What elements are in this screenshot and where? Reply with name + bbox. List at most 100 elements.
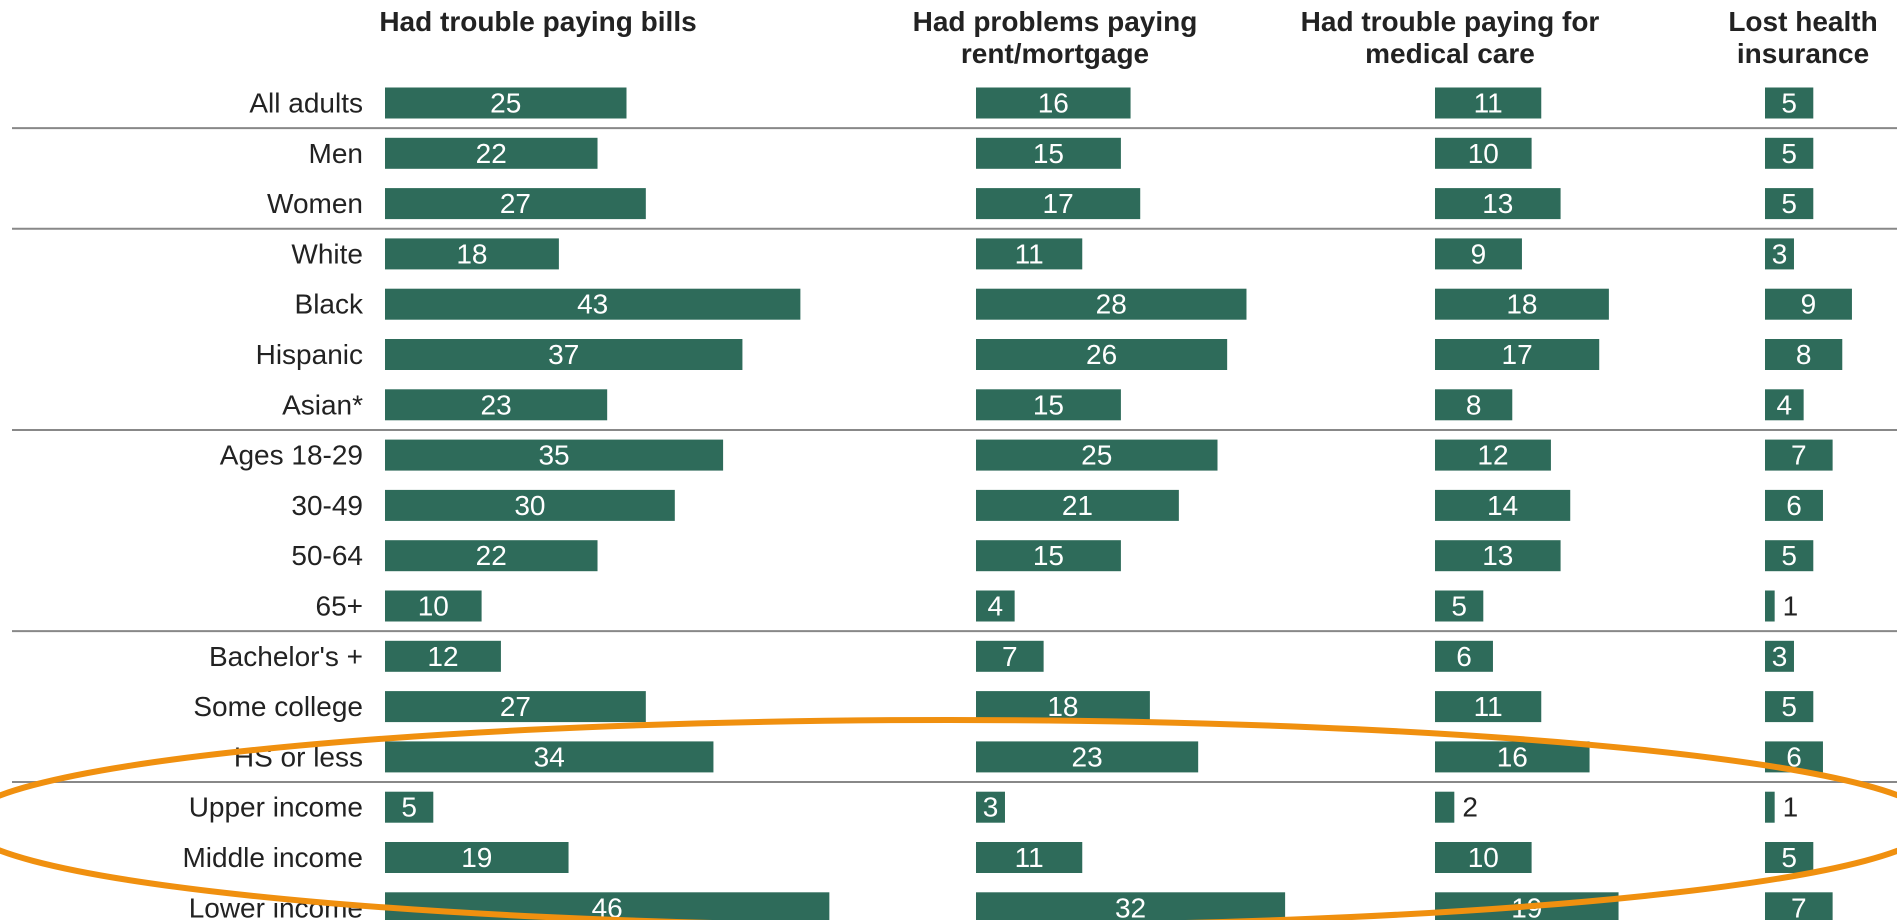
value-label: 23: [481, 389, 512, 420]
value-label: 18: [1506, 289, 1537, 320]
bar: [1435, 791, 1455, 823]
bar: [1765, 188, 1814, 220]
bar: [1765, 791, 1775, 823]
value-label: 7: [1002, 641, 1018, 672]
bar: [385, 137, 598, 169]
bar: [976, 590, 1015, 622]
bar: [1435, 87, 1542, 119]
bar: [1435, 238, 1522, 270]
bar: [1765, 540, 1814, 572]
value-label: 8: [1796, 339, 1812, 370]
bar: [385, 87, 627, 119]
value-label: 17: [1043, 188, 1074, 219]
value-label: 30: [514, 490, 545, 521]
value-label: 3: [1772, 238, 1788, 269]
column-header: Had problems paying rent/mortgage: [912, 6, 1198, 69]
bar: [976, 87, 1131, 119]
value-label: 16: [1038, 88, 1069, 119]
value-label: 12: [1477, 440, 1508, 471]
value-label: 18: [1047, 691, 1078, 722]
bar: [385, 590, 482, 622]
bar: [976, 741, 1199, 773]
bar: [1435, 489, 1571, 521]
bar: [1435, 590, 1484, 622]
bar: [1435, 389, 1513, 421]
highlight-ellipse: [0, 717, 1897, 920]
value-label: 5: [401, 792, 417, 823]
bar: [1765, 842, 1814, 873]
bar: [385, 691, 646, 723]
category-label: Middle income: [182, 842, 363, 873]
value-label: 3: [983, 792, 999, 823]
bar: [976, 238, 1083, 270]
value-label: 15: [1033, 540, 1064, 571]
bar: [1435, 288, 1609, 320]
value-label: 17: [1502, 339, 1533, 370]
bar: [976, 842, 1083, 873]
value-label: 13: [1482, 188, 1513, 219]
bar: [385, 389, 608, 421]
bar: [1765, 590, 1775, 622]
category-label: Upper income: [189, 792, 363, 823]
value-label: 23: [1072, 741, 1103, 772]
bar: [1435, 691, 1542, 723]
bar: [385, 842, 569, 873]
bar: [1435, 540, 1561, 572]
value-label: 11: [1015, 842, 1044, 873]
bar: [1765, 691, 1814, 723]
value-label: 32: [1115, 892, 1146, 920]
column-header: Lost health insurance: [1728, 6, 1878, 69]
bar: [1435, 640, 1493, 672]
value-label: 43: [577, 289, 608, 320]
bar: [976, 288, 1247, 320]
value-label: 21: [1062, 490, 1093, 521]
value-label: 1: [1783, 591, 1799, 622]
value-label: 46: [592, 892, 623, 920]
value-label: 16: [1497, 741, 1528, 772]
bar: [385, 439, 724, 471]
bar: [1435, 741, 1590, 773]
value-label: 11: [1474, 691, 1503, 722]
bar: [976, 691, 1150, 723]
value-label: 11: [1015, 238, 1044, 269]
category-label: 65+: [316, 591, 364, 622]
value-label: 22: [476, 540, 507, 571]
bar: [385, 540, 598, 572]
value-label: 25: [490, 88, 521, 119]
bar: [1765, 389, 1804, 421]
bar: [976, 389, 1121, 421]
category-label: Women: [267, 188, 363, 219]
bar: [385, 640, 501, 672]
value-label: 5: [1781, 842, 1797, 873]
value-label: 5: [1451, 591, 1467, 622]
value-label: 6: [1786, 741, 1802, 772]
category-label: 30-49: [291, 490, 363, 521]
bar: [976, 489, 1179, 521]
value-label: 13: [1482, 540, 1513, 571]
bar: [976, 640, 1044, 672]
value-label: 10: [418, 591, 449, 622]
category-label: Ages 18-29: [220, 440, 363, 471]
bar: [1765, 892, 1833, 920]
value-label: 8: [1466, 389, 1482, 420]
bar: [1765, 339, 1843, 370]
category-label: Black: [295, 289, 364, 320]
value-label: 10: [1468, 138, 1499, 169]
value-label: 3: [1772, 641, 1788, 672]
value-label: 15: [1033, 138, 1064, 169]
value-label: 27: [500, 691, 531, 722]
value-label: 2: [1462, 792, 1478, 823]
category-label: 50-64: [291, 540, 363, 571]
bar: [976, 791, 1005, 823]
value-label: 4: [988, 591, 1004, 622]
value-label: 14: [1487, 490, 1518, 521]
value-label: 19: [461, 842, 492, 873]
category-label: Hispanic: [256, 339, 363, 370]
bar: [976, 188, 1141, 220]
value-label: 37: [548, 339, 579, 370]
value-label: 28: [1096, 289, 1127, 320]
value-label: 15: [1033, 389, 1064, 420]
bar: [976, 540, 1121, 572]
value-label: 18: [456, 238, 487, 269]
bar: [385, 489, 675, 521]
